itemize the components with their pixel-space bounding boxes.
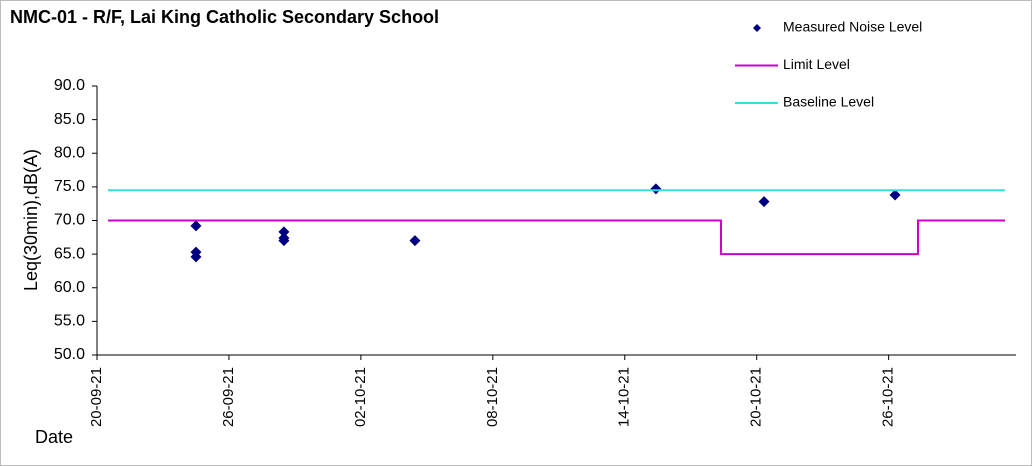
legend-marker [753, 24, 761, 32]
data-point [758, 196, 770, 208]
data-point [650, 183, 662, 195]
x-tick-label: 02-10-21 [352, 367, 369, 427]
x-tick-label: 20-10-21 [748, 367, 765, 427]
y-tick-label: 80.0 [54, 144, 85, 161]
x-tick-label: 20-09-21 [88, 367, 105, 427]
data-point [190, 220, 202, 232]
y-axis-label: Leq(30min),dB(A) [21, 149, 41, 291]
y-tick-label: 55.0 [54, 313, 85, 330]
legend-label: Baseline Level [783, 94, 874, 110]
x-tick-label: 26-10-21 [880, 367, 897, 427]
data-point [889, 189, 901, 201]
y-tick-label: 65.0 [54, 245, 85, 262]
data-point [278, 235, 290, 247]
x-tick-label: 08-10-21 [484, 367, 501, 427]
data-point [190, 251, 202, 263]
data-point [278, 226, 290, 238]
y-tick-label: 85.0 [54, 111, 85, 128]
chart-title: NMC-01 - R/F, Lai King Catholic Secondar… [10, 7, 439, 27]
legend-label: Measured Noise Level [783, 19, 922, 35]
y-tick-label: 90.0 [54, 77, 85, 94]
x-axis-label: Date [35, 427, 73, 447]
x-tick-label: 26-09-21 [220, 367, 237, 427]
legend-label: Limit Level [783, 56, 850, 72]
x-tick-label: 14-10-21 [616, 367, 633, 427]
data-point [409, 235, 421, 247]
y-tick-label: 50.0 [54, 346, 85, 363]
y-tick-label: 70.0 [54, 212, 85, 229]
y-tick-label: 75.0 [54, 178, 85, 195]
data-line [107, 219, 1006, 256]
y-tick-label: 60.0 [54, 279, 85, 296]
